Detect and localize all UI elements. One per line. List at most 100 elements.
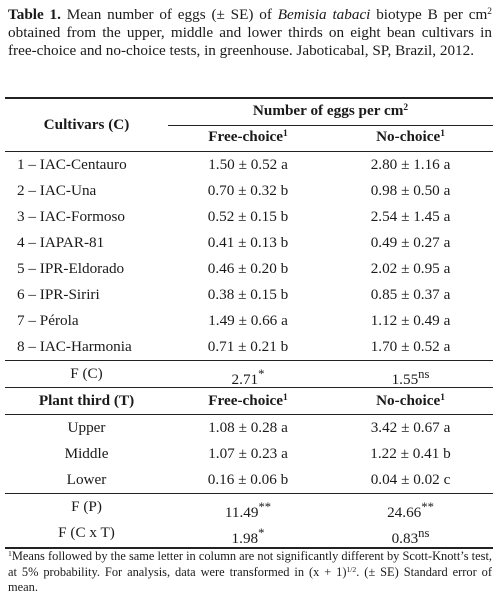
plant-third-name: Upper xyxy=(67,419,106,436)
significance-mark: ns xyxy=(418,367,430,381)
free-choice-value: 1.50 ± 0.52 a xyxy=(208,156,288,173)
free-choice-value: 0.71 ± 0.21 b xyxy=(207,338,289,355)
caption-label: Table 1. xyxy=(8,6,61,23)
table-row: 1 – IAC-Centauro 1.50 ± 0.52 a 2.80 ± 1.16… xyxy=(5,152,493,178)
header-plant-third: Plant third (T) xyxy=(38,392,135,409)
f-value: 11.49 xyxy=(224,504,259,522)
no-choice-value: 0.85 ± 0.37 a xyxy=(370,286,451,303)
cultivar-name: 5 – IPR-Eldorado xyxy=(17,260,125,277)
f-no-choice: 0.83ns xyxy=(328,520,493,552)
footnote-mark: 1 xyxy=(283,392,288,403)
header-eggs-text: Number of eggs per cm xyxy=(252,102,404,119)
f-statistic-row: F (C) 2.71* 1.55ns xyxy=(5,361,493,388)
no-choice-value: 1.22 ± 0.41 b xyxy=(370,445,451,462)
no-choice-value: 2.02 ± 0.95 a xyxy=(370,260,451,277)
header-free-choice: Free-choice1 xyxy=(168,388,328,414)
caption-species: Bemisia tabaci xyxy=(277,6,371,23)
table-row: 7 – Pérola 1.49 ± 0.66 a 1.12 ± 0.49 a xyxy=(5,308,493,334)
table-row: 5 – IPR-Eldorado 0.46 ± 0.20 b 2.02 ± 0.95… xyxy=(5,256,493,282)
header-eggs-superscript: 2 xyxy=(403,102,409,113)
no-choice-value: 1.70 ± 0.52 a xyxy=(370,338,451,355)
free-choice-value: 0.52 ± 0.15 b xyxy=(207,208,289,225)
header-row-sub: Free-choice1 No-choice1 xyxy=(5,124,493,150)
cultivar-name: 6 – IPR-Siriri xyxy=(17,286,100,303)
no-choice-value: 0.98 ± 0.50 a xyxy=(370,182,451,199)
significance-mark: ** xyxy=(258,500,272,514)
cultivar-name: 3 – IAC-Formoso xyxy=(17,208,126,225)
f-value: 0.83 xyxy=(391,530,419,548)
free-choice-value: 1.07 ± 0.23 a xyxy=(208,445,288,462)
significance-mark: ** xyxy=(421,500,434,514)
footnote-text: . (± SE) Standard error of mean. xyxy=(8,564,492,595)
f-free-choice: 11.49** xyxy=(168,494,328,526)
plant-third-name: Lower xyxy=(66,471,107,488)
free-choice-value: 0.38 ± 0.15 b xyxy=(207,286,289,303)
caption-text: obtained from the upper, middle and lowe… xyxy=(8,24,492,60)
caption-superscript: 2 xyxy=(487,6,492,17)
header-free-choice-text: Free-choice xyxy=(208,392,284,409)
table-row: 8 – IAC-Harmonia 0.71 ± 0.21 b 1.70 ± 0.52… xyxy=(5,334,493,360)
row-rule xyxy=(5,360,493,361)
no-choice-value: 2.80 ± 1.16 a xyxy=(370,156,451,173)
cultivar-name: 2 – IAC-Una xyxy=(17,182,97,199)
row-rule xyxy=(5,387,493,388)
f-statistic-row: F (C x T) 1.98* 0.83ns xyxy=(5,520,493,548)
footnote-mark: 1 xyxy=(440,128,445,139)
free-choice-value: 1.49 ± 0.66 a xyxy=(208,312,288,329)
free-choice-value: 0.16 ± 0.06 b xyxy=(207,471,289,488)
footnote-mark: 1 xyxy=(283,128,288,139)
f-free-choice: 2.71* xyxy=(168,361,328,393)
f-no-choice: 24.66** xyxy=(328,494,493,526)
footnote-mark: 1 xyxy=(440,392,445,403)
table-top-rule xyxy=(5,97,493,99)
table-row: Upper 1.08 ± 0.28 a 3.42 ± 0.67 a xyxy=(5,415,493,441)
no-choice-value: 3.42 ± 0.67 a xyxy=(370,419,451,436)
no-choice-value: 1.12 ± 0.49 a xyxy=(370,312,451,329)
header-cultivars: Cultivars (C) xyxy=(43,116,130,133)
f-no-choice: 1.55ns xyxy=(328,361,493,393)
table-row: 6 – IPR-Siriri 0.38 ± 0.15 b 0.85 ± 0.37 a xyxy=(5,282,493,308)
table-row: Middle 1.07 ± 0.23 a 1.22 ± 0.41 b xyxy=(5,441,493,467)
header-row-plant-third: Plant third (T) Free-choice1 No-choice1 xyxy=(5,388,493,414)
cultivar-name: 8 – IAC-Harmonia xyxy=(17,338,132,355)
table-row: 2 – IAC-Una 0.70 ± 0.32 b 0.98 ± 0.50 a xyxy=(5,178,493,204)
header-group-rule xyxy=(168,125,493,126)
table-caption: Table 1. Mean number of eggs (± SE) of B… xyxy=(8,6,492,61)
plant-third-name: Middle xyxy=(64,445,109,462)
caption-text: Mean number of eggs (± SE) of xyxy=(60,6,278,23)
free-choice-value: 0.70 ± 0.32 b xyxy=(207,182,289,199)
header-bottom-rule xyxy=(5,151,493,152)
footnote-mark: 1 xyxy=(8,548,12,558)
header-row-group: Cultivars (C) Number of eggs per cm2 xyxy=(5,98,493,133)
f-value: 1.55 xyxy=(391,371,419,389)
cultivar-name: 7 – Pérola xyxy=(17,312,79,329)
header-no-choice: No-choice1 xyxy=(328,124,493,150)
caption-text: biotype B per cm xyxy=(370,6,488,23)
table-row: 4 – IAPAR-81 0.41 ± 0.13 b 0.49 ± 0.27 a xyxy=(5,230,493,256)
f-statistic-row: F (P) 11.49** 24.66** xyxy=(5,494,493,521)
footnote-text: Means followed by the same letter in col… xyxy=(8,549,492,579)
row-rule xyxy=(5,493,493,494)
significance-mark: * xyxy=(258,367,265,381)
table-row: 3 – IAC-Formoso 0.52 ± 0.15 b 2.54 ± 1.45 … xyxy=(5,204,493,230)
free-choice-value: 1.08 ± 0.28 a xyxy=(208,419,288,436)
no-choice-value: 0.04 ± 0.02 c xyxy=(370,471,451,488)
f-value: 2.71 xyxy=(231,371,259,389)
no-choice-value: 2.54 ± 1.45 a xyxy=(370,208,451,225)
f-value: 24.66 xyxy=(387,504,422,522)
row-rule xyxy=(5,414,493,415)
header-eggs-per-cm2: Number of eggs per cm2 xyxy=(168,98,493,124)
header-no-choice-text: No-choice xyxy=(376,128,441,145)
f-label: F (C) xyxy=(70,365,103,382)
no-choice-value: 0.49 ± 0.27 a xyxy=(370,234,451,251)
header-no-choice-text: No-choice xyxy=(376,392,441,409)
table-footnote: 1Means followed by the same letter in co… xyxy=(8,549,492,596)
cultivar-name: 1 – IAC-Centauro xyxy=(17,156,127,173)
significance-mark: * xyxy=(258,526,265,540)
f-label: F (P) xyxy=(71,498,102,515)
f-label: F (C x T) xyxy=(58,524,115,541)
cultivar-name: 4 – IAPAR-81 xyxy=(17,234,105,251)
f-value: 1.98 xyxy=(231,530,259,548)
free-choice-value: 0.46 ± 0.20 b xyxy=(207,260,289,277)
